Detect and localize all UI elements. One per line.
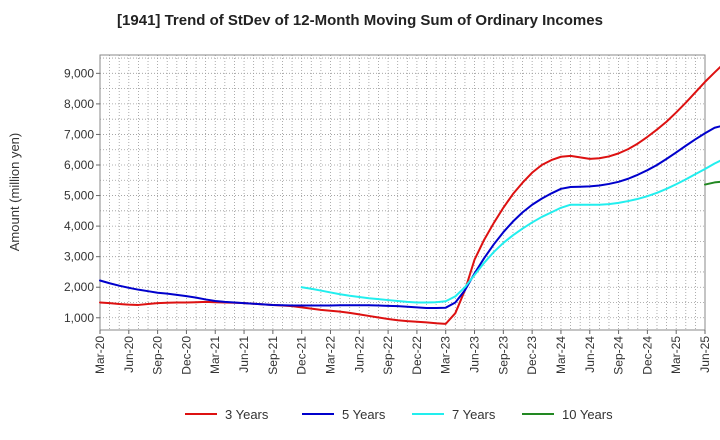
x-tick-label: Jun-24 bbox=[583, 336, 597, 373]
y-tick-label: 5,000 bbox=[64, 189, 94, 203]
y-tick-label: 9,000 bbox=[64, 66, 94, 80]
series-group bbox=[99, 65, 720, 325]
y-axis-title: Amount (million yen) bbox=[7, 133, 22, 252]
x-tick-label: Jun-21 bbox=[237, 336, 251, 373]
series-line-7-years bbox=[300, 159, 720, 304]
x-tick-label: Mar-20 bbox=[93, 336, 107, 374]
x-tick-label: Dec-21 bbox=[295, 336, 309, 375]
plot-frame bbox=[99, 54, 706, 331]
y-tick-label: 8,000 bbox=[64, 97, 94, 111]
x-tick-label: Mar-21 bbox=[208, 336, 222, 374]
legend-label-10-years: 10 Years bbox=[562, 407, 613, 422]
x-tick-label: Jun-20 bbox=[122, 336, 136, 373]
legend-label-5-years: 5 Years bbox=[342, 407, 386, 422]
x-tick-label: Jun-25 bbox=[698, 336, 712, 373]
x-tick-label: Mar-24 bbox=[554, 336, 568, 374]
chart-title: [1941] Trend of StDev of 12-Month Moving… bbox=[117, 12, 603, 29]
grid bbox=[100, 55, 705, 330]
x-tick-label: Sep-20 bbox=[151, 336, 165, 375]
legend: 3 Years 5 Years 7 Years 10 Years bbox=[185, 407, 613, 422]
x-tick-label: Sep-23 bbox=[496, 336, 510, 375]
y-tick-label: 2,000 bbox=[64, 280, 94, 294]
x-tick-label: Sep-24 bbox=[612, 336, 626, 375]
x-tick-label: Sep-22 bbox=[381, 336, 395, 375]
x-axis-ticks: Mar-20 Jun-20 Sep-20 Dec-20 Mar-21 Jun-21 Sep-… bbox=[93, 330, 712, 375]
y-tick-label: 7,000 bbox=[64, 127, 94, 141]
y-tick-label: 1,000 bbox=[64, 311, 94, 325]
x-tick-label: Dec-20 bbox=[179, 336, 193, 375]
x-tick-label: Sep-21 bbox=[266, 336, 280, 375]
x-tick-label: Mar-25 bbox=[669, 336, 683, 374]
y-axis-ticks: 1,000 2,000 3,000 4,000 5,000 6,000 7,000 8,000… bbox=[64, 66, 100, 325]
x-tick-label: Dec-22 bbox=[410, 336, 424, 375]
series-line-5-years bbox=[99, 125, 720, 309]
x-tick-label: Dec-23 bbox=[525, 336, 539, 375]
series-line-3-years bbox=[99, 65, 720, 325]
y-tick-label: 6,000 bbox=[64, 158, 94, 172]
legend-label-7-years: 7 Years bbox=[452, 407, 496, 422]
legend-label-3-years: 3 Years bbox=[225, 407, 269, 422]
x-tick-label: Jun-22 bbox=[352, 336, 366, 373]
x-tick-label: Mar-22 bbox=[323, 336, 337, 374]
x-tick-label: Dec-24 bbox=[640, 336, 654, 375]
series-line-10-years bbox=[704, 180, 720, 186]
x-tick-label: Jun-23 bbox=[468, 336, 482, 373]
y-tick-label: 4,000 bbox=[64, 219, 94, 233]
x-tick-label: Mar-23 bbox=[439, 336, 453, 374]
y-tick-label: 3,000 bbox=[64, 250, 94, 264]
